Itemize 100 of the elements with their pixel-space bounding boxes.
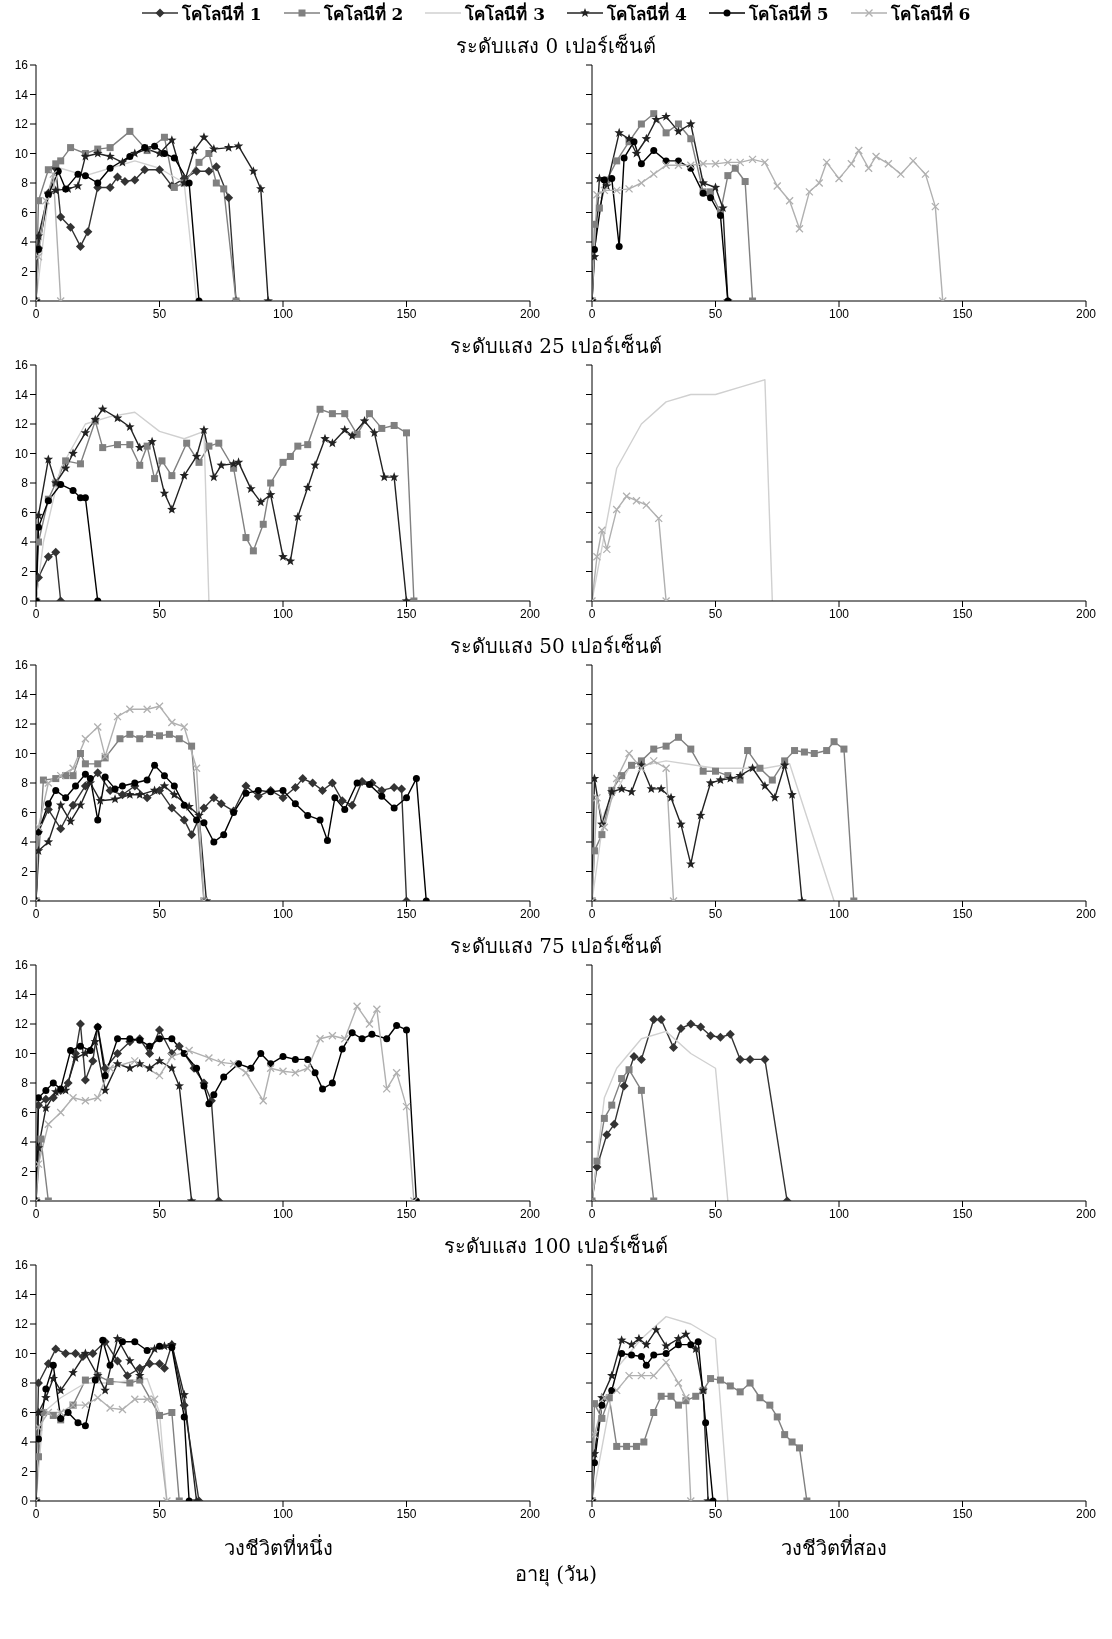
- chart-title: ระดับแสง 100 เปอร์เซ็นต์: [443, 1234, 669, 1258]
- y-tick-label: 6: [21, 505, 29, 520]
- x-axis-title: อายุ (วัน): [515, 1562, 597, 1586]
- legend-label: โคโลนีที่ 6: [890, 1, 971, 26]
- y-tick-label: 6: [21, 805, 29, 820]
- text: วงชีวิตที่หนึ่ง: [223, 1536, 333, 1560]
- y-tick-label: 0: [21, 1494, 29, 1509]
- x-tick-label: 150: [396, 306, 417, 321]
- x-tick-label: 100: [828, 1506, 850, 1521]
- y-tick-label: 8: [21, 1376, 29, 1391]
- legend-label: โคโลนีที่ 1: [181, 1, 262, 26]
- y-tick-label: 16: [14, 358, 29, 373]
- y-tick-label: 0: [21, 294, 29, 309]
- x-tick-label: 200: [1075, 306, 1097, 321]
- x-tick-label: 150: [396, 606, 417, 621]
- y-tick-label: 6: [21, 1405, 29, 1420]
- x-tick-label: 100: [272, 906, 294, 921]
- y-tick-label: 4: [21, 1135, 29, 1150]
- y-tick-label: 2: [21, 264, 29, 279]
- x-tick-label: 200: [1075, 906, 1097, 921]
- x-tick-label: 50: [708, 1506, 723, 1521]
- y-tick-label: 16: [14, 1258, 29, 1273]
- x-tick-label: 50: [152, 906, 167, 921]
- y-tick-label: 12: [14, 417, 29, 432]
- legend-label: โคโลนีที่ 5: [748, 1, 829, 26]
- x-tick-label: 50: [152, 1206, 167, 1221]
- y-tick-label: 10: [14, 1046, 29, 1061]
- x-tick-label: 150: [396, 1206, 417, 1221]
- x-tick-label: 150: [952, 306, 973, 321]
- y-tick-label: 8: [21, 476, 29, 491]
- x-tick-label: 100: [828, 1206, 850, 1221]
- legend-label: โคโลนีที่ 3: [465, 1, 545, 26]
- x-tick-label: 100: [272, 306, 294, 321]
- x-tick-label: 50: [152, 306, 167, 321]
- y-tick-label: 0: [21, 1194, 29, 1209]
- x-tick-label: 200: [519, 1506, 541, 1521]
- x-tick-label: 0: [588, 606, 596, 621]
- y-tick-label: 14: [14, 1287, 29, 1302]
- x-tick-label: 50: [152, 1506, 167, 1521]
- y-tick-label: 12: [14, 1317, 29, 1332]
- y-tick-label: 16: [14, 58, 29, 73]
- y-tick-label: 10: [14, 1346, 29, 1361]
- x-tick-label: 50: [708, 1206, 723, 1221]
- y-tick-label: 12: [14, 117, 29, 132]
- y-tick-label: 14: [14, 387, 29, 402]
- x-tick-label: 100: [272, 1506, 294, 1521]
- y-tick-label: 2: [21, 564, 29, 579]
- x-tick-label: 50: [708, 906, 723, 921]
- x-tick-label: 50: [708, 606, 723, 621]
- y-tick-label: 6: [21, 205, 29, 220]
- x-tick-label: 0: [588, 906, 596, 921]
- y-tick-label: 14: [14, 987, 29, 1002]
- x-tick-label: 100: [272, 1206, 294, 1221]
- x-tick-label: 50: [708, 306, 723, 321]
- x-tick-label: 200: [1075, 606, 1097, 621]
- x-tick-label: 150: [952, 1506, 973, 1521]
- x-tick-label: 0: [588, 1206, 596, 1221]
- x-tick-label: 150: [396, 1506, 417, 1521]
- legend-label: โคโลนีที่ 2: [323, 1, 404, 26]
- x-tick-label: 100: [272, 606, 294, 621]
- x-tick-label: 150: [952, 606, 973, 621]
- y-tick-label: 8: [21, 176, 29, 191]
- x-tick-label: 0: [32, 1506, 40, 1521]
- x-tick-label: 150: [952, 906, 973, 921]
- x-tick-label: 150: [952, 1206, 973, 1221]
- x-tick-label: 200: [1075, 1506, 1097, 1521]
- x-tick-label: 200: [1075, 1206, 1097, 1221]
- y-tick-label: 8: [21, 776, 29, 791]
- x-tick-label: 0: [32, 306, 40, 321]
- y-tick-label: 4: [21, 535, 29, 550]
- x-tick-label: 0: [32, 906, 40, 921]
- y-tick-label: 2: [21, 1164, 29, 1179]
- y-tick-label: 14: [14, 687, 29, 702]
- x-tick-label: 200: [519, 606, 541, 621]
- y-tick-label: 4: [21, 1435, 29, 1450]
- x-tick-label: 0: [32, 1206, 40, 1221]
- chart-title: ระดับแสง 25 เปอร์เซ็นต์: [449, 334, 663, 358]
- x-tick-label: 100: [828, 306, 850, 321]
- y-tick-label: 4: [21, 235, 29, 250]
- y-tick-label: 10: [14, 446, 29, 461]
- y-tick-label: 10: [14, 146, 29, 161]
- x-tick-label: 100: [828, 906, 850, 921]
- x-tick-label: 0: [32, 606, 40, 621]
- legend-label: โคโลนีที่ 4: [607, 1, 687, 26]
- y-tick-label: 0: [21, 894, 29, 909]
- y-tick-label: 2: [21, 1464, 29, 1479]
- y-tick-label: 12: [14, 1017, 29, 1032]
- x-tick-label: 0: [588, 306, 596, 321]
- x-tick-label: 0: [588, 1506, 596, 1521]
- y-tick-label: 10: [14, 746, 29, 761]
- text: วงชีวิตที่สอง: [781, 1536, 887, 1560]
- x-tick-label: 200: [519, 906, 541, 921]
- x-tick-label: 200: [519, 1206, 541, 1221]
- y-tick-label: 2: [21, 864, 29, 879]
- y-tick-label: 16: [14, 658, 29, 673]
- chart-title: ระดับแสง 0 เปอร์เซ็นต์: [456, 34, 656, 58]
- x-tick-label: 100: [828, 606, 850, 621]
- y-tick-label: 6: [21, 1105, 29, 1120]
- x-tick-label: 200: [519, 306, 541, 321]
- y-tick-label: 12: [14, 717, 29, 732]
